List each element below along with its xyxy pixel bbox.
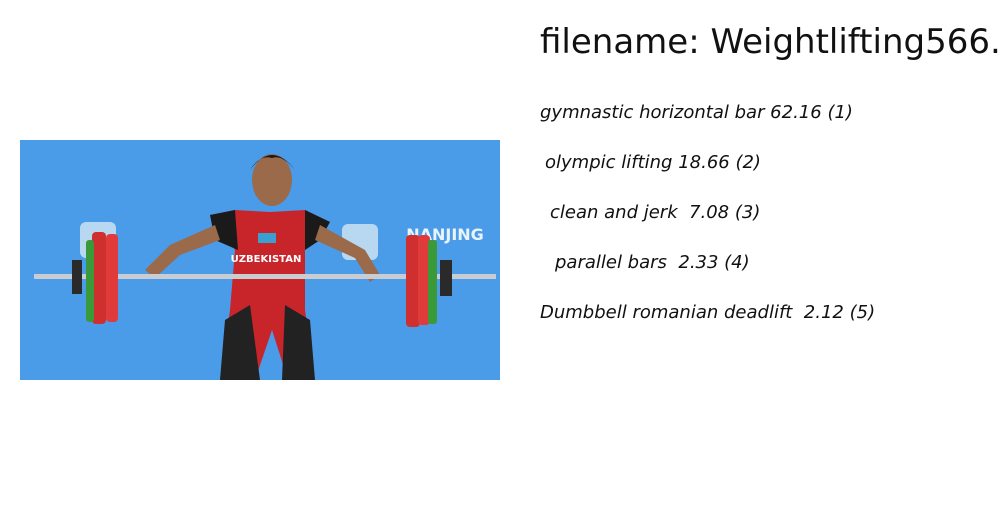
prediction: gymnastic horizontal bar 62.16 (1) [540, 102, 853, 123]
photo: NANJING UZBEKISTAN [20, 140, 500, 380]
prediction: olympic lifting 18.66 (2) [545, 152, 761, 173]
prediction: clean and jerk 7.08 (3) [550, 202, 761, 223]
prediction: parallel bars 2.33 (4) [555, 252, 750, 273]
filename-title: filename: Weightlifting566.png [540, 22, 1000, 62]
prediction: Dumbbell romanian deadlift 2.12 (5) [540, 302, 876, 323]
photo-text: UZBEKISTAN [231, 254, 302, 265]
